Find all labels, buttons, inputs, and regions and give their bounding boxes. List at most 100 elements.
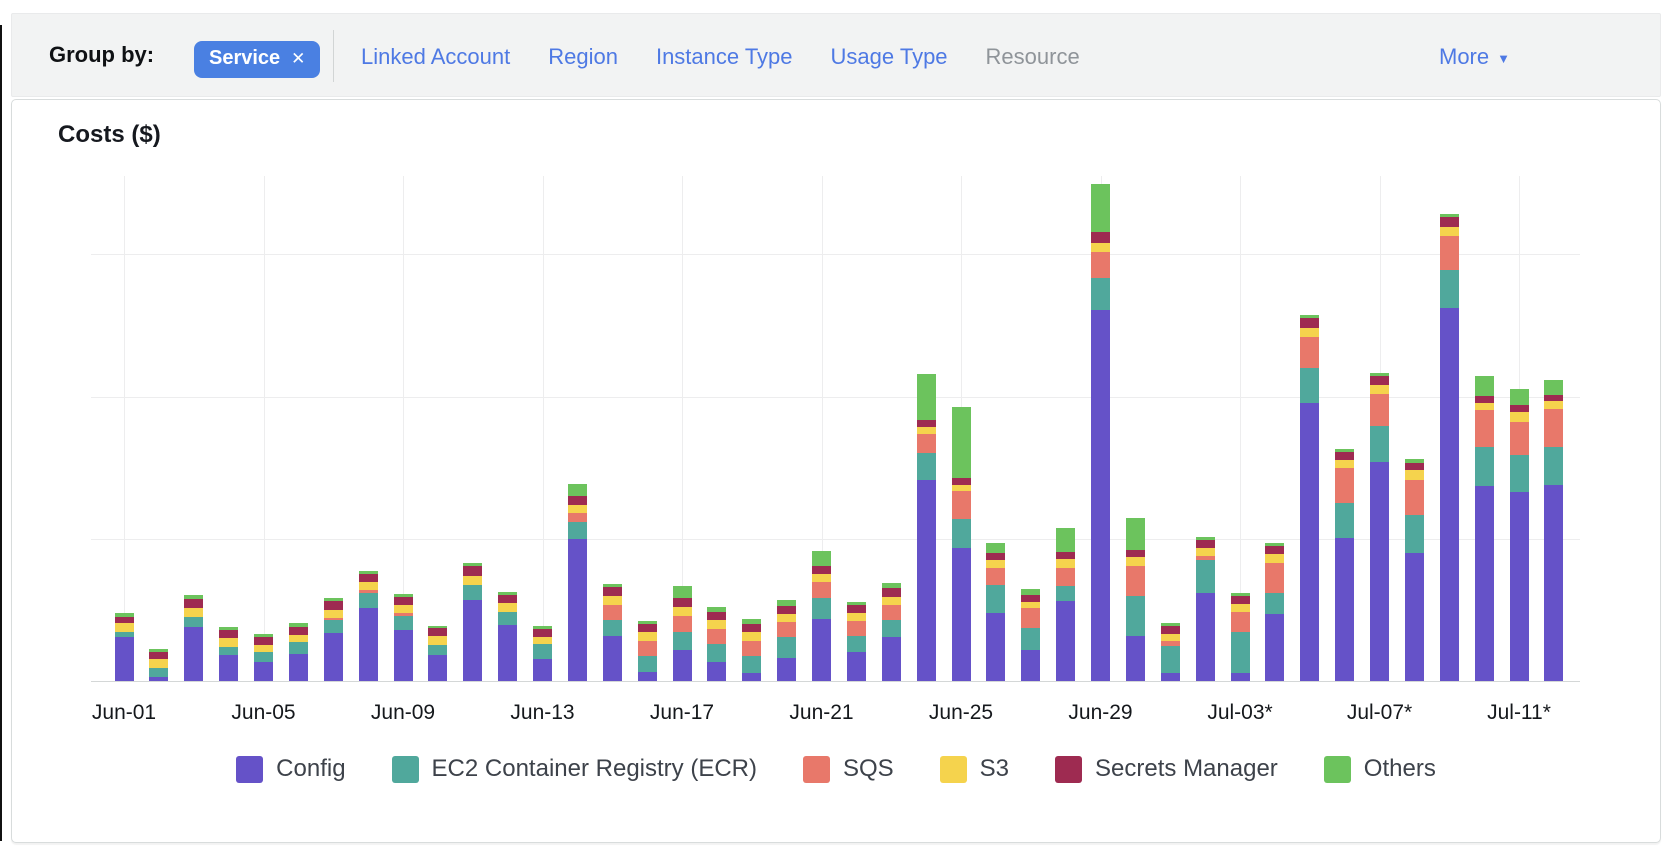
stacked-bar-jul-07[interactable] (1370, 373, 1389, 681)
bar-segment-s3[interactable] (603, 596, 622, 605)
bar-segment-config[interactable] (1440, 308, 1459, 681)
bar-segment-ec2-container-registry-ecr[interactable] (777, 637, 796, 658)
bar-segment-secrets-manager[interactable] (359, 574, 378, 582)
stacked-bar-jun-12[interactable] (498, 592, 517, 681)
stacked-bar-jun-10[interactable] (428, 626, 447, 681)
service-group-pill[interactable]: Service ✕ (194, 41, 320, 78)
stacked-bar-jun-02[interactable] (149, 649, 168, 681)
group-by-instance-type[interactable]: Instance Type (656, 44, 793, 70)
bar-segment-ec2-container-registry-ecr[interactable] (812, 598, 831, 619)
bar-segment-config[interactable] (533, 659, 552, 681)
bar-segment-s3[interactable] (289, 635, 308, 642)
bar-segment-sqs[interactable] (882, 605, 901, 620)
bar-segment-secrets-manager[interactable] (568, 496, 587, 505)
bar-segment-s3[interactable] (638, 632, 657, 641)
bar-segment-s3[interactable] (882, 597, 901, 605)
bar-segment-ec2-container-registry-ecr[interactable] (324, 620, 343, 633)
bar-segment-config[interactable] (428, 655, 447, 681)
bar-segment-s3[interactable] (673, 607, 692, 616)
bar-segment-secrets-manager[interactable] (498, 595, 517, 603)
bar-segment-secrets-manager[interactable] (1091, 232, 1110, 243)
bar-segment-others[interactable] (673, 586, 692, 598)
stacked-bar-jun-26[interactable] (986, 543, 1005, 681)
bar-segment-s3[interactable] (1335, 460, 1354, 468)
stacked-bar-jun-29[interactable] (1091, 184, 1110, 681)
bar-segment-ec2-container-registry-ecr[interactable] (498, 612, 517, 625)
bar-segment-config[interactable] (1091, 310, 1110, 681)
bar-segment-config[interactable] (498, 625, 517, 681)
bar-segment-secrets-manager[interactable] (638, 624, 657, 632)
stacked-bar-jun-21[interactable] (812, 551, 831, 681)
legend-item-s3[interactable]: S3 (940, 755, 1009, 783)
bar-segment-s3[interactable] (1475, 403, 1494, 410)
stacked-bar-jun-15[interactable] (603, 584, 622, 681)
legend-item-secrets-manager[interactable]: Secrets Manager (1055, 755, 1278, 783)
bar-segment-config[interactable] (1370, 462, 1389, 681)
bar-segment-others[interactable] (568, 484, 587, 496)
stacked-bar-jun-18[interactable] (707, 607, 726, 681)
bar-segment-s3[interactable] (1231, 604, 1250, 612)
bar-segment-ec2-container-registry-ecr[interactable] (1510, 455, 1529, 492)
stacked-bar-jul-09[interactable] (1440, 214, 1459, 681)
bar-segment-s3[interactable] (777, 614, 796, 622)
stacked-bar-jun-06[interactable] (289, 623, 308, 681)
bar-segment-config[interactable] (1335, 538, 1354, 681)
bar-segment-secrets-manager[interactable] (777, 606, 796, 614)
stacked-bar-jun-14[interactable] (568, 484, 587, 681)
bar-segment-ec2-container-registry-ecr[interactable] (1544, 447, 1563, 485)
bar-segment-secrets-manager[interactable] (1231, 596, 1250, 604)
bar-segment-ec2-container-registry-ecr[interactable] (1475, 447, 1494, 486)
bar-segment-sqs[interactable] (1335, 468, 1354, 503)
bar-segment-s3[interactable] (707, 620, 726, 629)
bar-segment-secrets-manager[interactable] (1126, 550, 1145, 557)
bar-segment-config[interactable] (568, 539, 587, 681)
bar-segment-config[interactable] (986, 613, 1005, 681)
bar-segment-s3[interactable] (1056, 559, 1075, 568)
stacked-bar-jun-23[interactable] (882, 583, 901, 681)
bar-segment-secrets-manager[interactable] (673, 598, 692, 607)
bar-segment-sqs[interactable] (1231, 612, 1250, 632)
bar-segment-s3[interactable] (568, 505, 587, 513)
bar-segment-ec2-container-registry-ecr[interactable] (673, 632, 692, 650)
bar-segment-secrets-manager[interactable] (324, 601, 343, 610)
bar-segment-secrets-manager[interactable] (394, 597, 413, 605)
bar-segment-s3[interactable] (463, 576, 482, 585)
bar-segment-config[interactable] (1021, 650, 1040, 681)
bar-segment-ec2-container-registry-ecr[interactable] (742, 656, 761, 673)
bar-segment-sqs[interactable] (1440, 236, 1459, 270)
bar-segment-ec2-container-registry-ecr[interactable] (986, 585, 1005, 613)
bar-segment-sqs[interactable] (986, 568, 1005, 585)
stacked-bar-jun-11[interactable] (463, 563, 482, 681)
bar-segment-ec2-container-registry-ecr[interactable] (638, 656, 657, 672)
bar-segment-secrets-manager[interactable] (1300, 318, 1319, 328)
stacked-bar-jun-25[interactable] (952, 407, 971, 681)
bar-segment-s3[interactable] (1544, 401, 1563, 409)
bar-segment-config[interactable] (952, 548, 971, 681)
stacked-bar-jun-16[interactable] (638, 621, 657, 681)
stacked-bar-jun-19[interactable] (742, 619, 761, 681)
bar-segment-others[interactable] (1056, 528, 1075, 552)
bar-segment-config[interactable] (847, 652, 866, 681)
bar-segment-sqs[interactable] (917, 434, 936, 453)
bar-segment-ec2-container-registry-ecr[interactable] (952, 519, 971, 548)
bar-segment-config[interactable] (812, 619, 831, 681)
stacked-bar-jun-20[interactable] (777, 600, 796, 681)
stacked-bar-jul-03[interactable] (1231, 593, 1250, 681)
stacked-bar-jun-01[interactable] (115, 613, 134, 681)
bar-segment-config[interactable] (184, 627, 203, 681)
bar-segment-others[interactable] (812, 551, 831, 566)
bar-segment-ec2-container-registry-ecr[interactable] (1161, 646, 1180, 673)
bar-segment-secrets-manager[interactable] (707, 612, 726, 620)
bar-segment-sqs[interactable] (707, 629, 726, 644)
bar-segment-ec2-container-registry-ecr[interactable] (917, 453, 936, 480)
bar-segment-config[interactable] (882, 637, 901, 681)
bar-segment-s3[interactable] (1196, 548, 1215, 556)
stacked-bar-jul-11[interactable] (1510, 389, 1529, 681)
bar-segment-ec2-container-registry-ecr[interactable] (1440, 270, 1459, 308)
bar-segment-secrets-manager[interactable] (428, 628, 447, 636)
bar-segment-ec2-container-registry-ecr[interactable] (603, 620, 622, 636)
bar-segment-secrets-manager[interactable] (149, 652, 168, 659)
bar-segment-secrets-manager[interactable] (952, 478, 971, 485)
bar-segment-sqs[interactable] (1056, 568, 1075, 586)
bar-segment-s3[interactable] (149, 659, 168, 668)
